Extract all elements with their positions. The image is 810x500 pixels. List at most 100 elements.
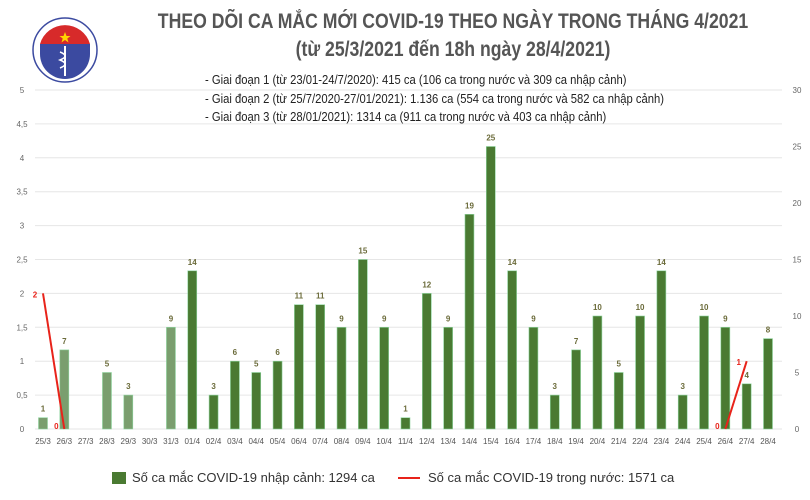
bar-data-label: 14: [188, 258, 197, 267]
bar: [720, 326, 731, 430]
bar-data-label: 5: [617, 360, 622, 369]
x-tick-label: 28/4: [760, 437, 776, 446]
bar: [571, 349, 581, 430]
left-tick-label: 5: [20, 86, 25, 95]
bar: [208, 394, 219, 430]
bar-data-label: 9: [169, 314, 174, 323]
x-tick-label: 22/4: [632, 437, 648, 446]
bar-data-label: 5: [105, 360, 110, 369]
bar: [251, 372, 262, 430]
right-tick-label: 5: [795, 369, 800, 378]
bar-data-label: 9: [339, 314, 344, 323]
right-tick-label: 25: [793, 143, 802, 152]
bar-data-label: 3: [211, 382, 216, 391]
bar-data-label: 3: [126, 382, 131, 391]
legend-domestic: Số ca mắc COVID-19 trong nước: 1571 ca: [398, 470, 674, 485]
x-tick-label: 18/4: [547, 437, 563, 446]
bar: [123, 394, 134, 430]
right-tick-label: 15: [793, 256, 802, 265]
bar: [400, 417, 411, 430]
legend-domestic-label: Số ca mắc COVID-19 trong nước: 1571 ca: [428, 470, 675, 485]
left-tick-label: 3: [20, 222, 25, 231]
bar-data-label: 11: [316, 292, 325, 301]
chart-title: THEO DÕI CA MẮC MỚI COVID-19 THEO NGÀY T…: [157, 10, 749, 33]
x-tick-label: 15/4: [483, 437, 499, 446]
bar-data-label: 19: [465, 201, 474, 210]
x-tick-label: 31/3: [163, 437, 179, 446]
left-tick-label: 4,5: [16, 120, 28, 129]
left-tick-label: 0,5: [16, 391, 28, 400]
bar: [443, 326, 453, 430]
bar-data-label: 4: [744, 371, 749, 380]
bar-data-label: 5: [254, 360, 259, 369]
x-tick-label: 04/4: [248, 437, 264, 446]
line-data-label: 0: [715, 422, 720, 431]
note-phase-2: - Giai đoạn 2 (từ 25/7/2020-27/01/2021):…: [205, 92, 664, 106]
bar-data-label: 8: [766, 326, 771, 335]
bar-data-label: 9: [446, 314, 451, 323]
legend-imported-label: Số ca mắc COVID-19 nhập cảnh: 1294 ca: [132, 470, 375, 485]
x-tick-label: 25/3: [35, 437, 51, 446]
bar-data-label: 14: [508, 258, 517, 267]
bar: [102, 372, 112, 430]
x-tick-label: 07/4: [312, 437, 328, 446]
x-tick-label: 25/4: [696, 437, 712, 446]
bar-data-label: 7: [574, 337, 579, 346]
bar: [422, 293, 432, 430]
x-tick-label: 06/4: [291, 437, 307, 446]
bar-data-label: 10: [593, 303, 602, 312]
bar-data-label: 1: [403, 405, 408, 414]
note-phase-3: - Giai đoạn 3 (từ 28/01/2021): 1314 ca (…: [205, 110, 607, 124]
legend-line-swatch: [398, 476, 420, 479]
x-tick-label: 10/4: [376, 437, 392, 446]
x-tick-label: 11/4: [398, 437, 414, 446]
left-tick-label: 0: [20, 425, 25, 434]
x-tick-label: 13/4: [440, 437, 456, 446]
bar: [592, 315, 603, 430]
bar: [656, 270, 667, 430]
bar-data-label: 15: [358, 247, 367, 256]
right-tick-label: 0: [795, 425, 800, 434]
legend-imported: Số ca mắc COVID-19 nhập cảnh: 1294 ca: [112, 470, 375, 485]
x-tick-label: 26/4: [718, 437, 734, 446]
right-tick-label: 30: [793, 86, 802, 95]
bar: [315, 304, 326, 430]
bar: [549, 394, 560, 430]
x-tick-label: 05/4: [270, 437, 286, 446]
x-tick-label: 02/4: [206, 437, 222, 446]
x-tick-label: 08/4: [334, 437, 350, 446]
line-data-label: 0: [54, 422, 59, 431]
left-tick-label: 3,5: [16, 188, 28, 197]
chart-subtitle: (từ 25/3/2021 đến 18h ngày 28/4/2021): [295, 38, 611, 61]
bar: [741, 383, 752, 430]
bar: [187, 270, 198, 430]
bar: [379, 326, 389, 430]
bar: [336, 326, 347, 430]
x-tick-label: 01/4: [184, 437, 200, 446]
x-tick-label: 28/3: [99, 437, 115, 446]
bar: [507, 270, 517, 430]
legend-bar-swatch: [112, 471, 126, 484]
x-tick-label: 26/3: [57, 437, 73, 446]
note-phase-1: - Giai đoạn 1 (từ 23/01-24/7/2020): 415 …: [205, 73, 627, 87]
x-tick-label: 19/4: [568, 437, 584, 446]
bar: [464, 214, 475, 430]
x-tick-label: 30/3: [142, 437, 158, 446]
bar: [485, 146, 496, 430]
bar-data-label: 12: [422, 280, 431, 289]
bar: [763, 338, 773, 430]
bar-data-label: 6: [233, 348, 238, 357]
bar-data-label: 9: [382, 314, 387, 323]
bar-data-label: 10: [700, 303, 709, 312]
bar: [272, 360, 283, 430]
bar: [38, 417, 48, 430]
bar: [358, 259, 368, 430]
bar-data-label: 9: [531, 314, 536, 323]
x-tick-label: 27/3: [78, 437, 94, 446]
bar-data-label: 6: [275, 348, 280, 357]
x-tick-label: 16/4: [504, 437, 520, 446]
x-tick-label: 17/4: [526, 437, 542, 446]
x-tick-label: 29/3: [121, 437, 137, 446]
bar: [294, 304, 304, 430]
